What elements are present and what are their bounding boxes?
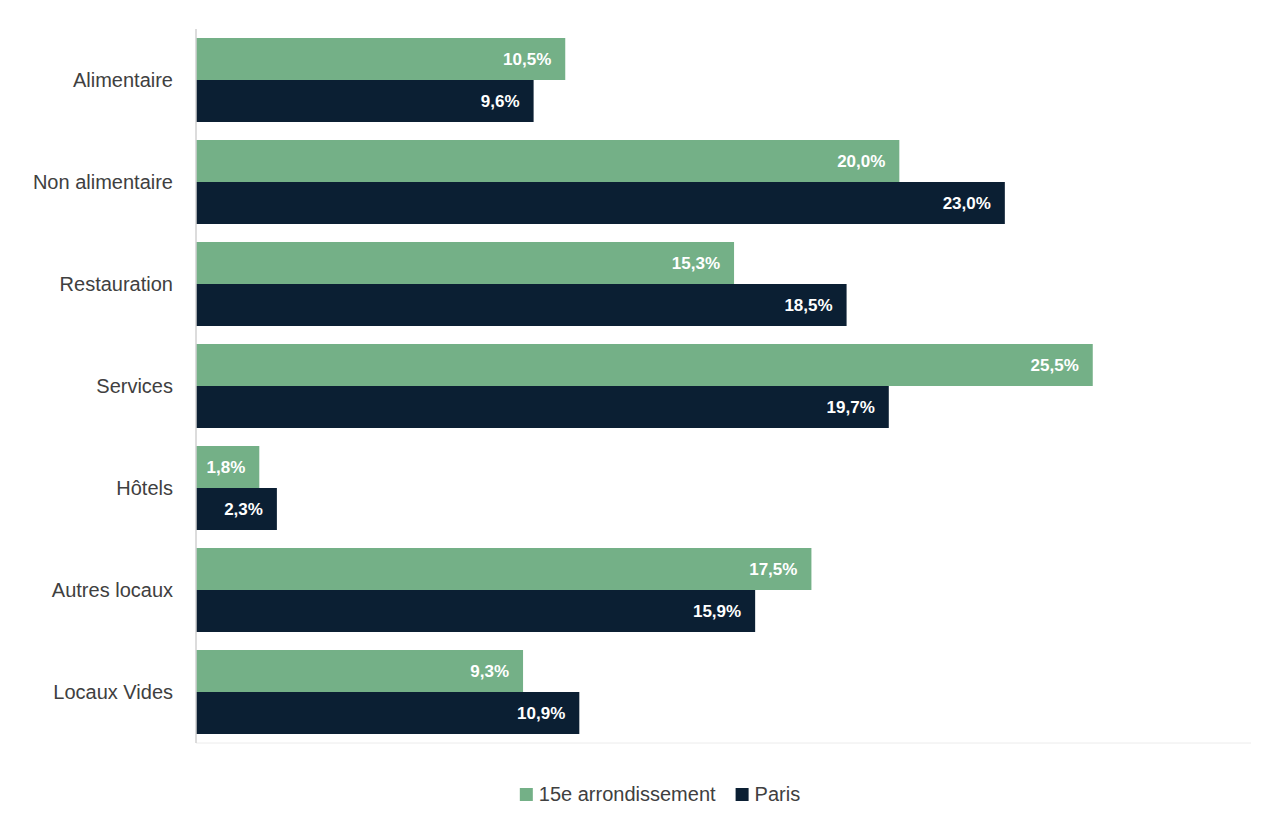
bar bbox=[196, 182, 1005, 224]
bar bbox=[196, 548, 811, 590]
data-label: 9,3% bbox=[470, 662, 509, 681]
data-label: 23,0% bbox=[943, 194, 991, 213]
data-label: 1,8% bbox=[207, 458, 246, 477]
bar bbox=[196, 488, 277, 530]
data-label: 2,3% bbox=[224, 500, 263, 519]
bar bbox=[196, 590, 755, 632]
bar bbox=[196, 80, 534, 122]
bars bbox=[196, 38, 1093, 734]
category-label: Services bbox=[96, 375, 173, 397]
data-label: 25,5% bbox=[1031, 356, 1079, 375]
legend: 15e arrondissement Paris bbox=[520, 783, 800, 805]
legend-label: 15e arrondissement bbox=[539, 783, 716, 805]
bar bbox=[196, 386, 889, 428]
category-label: Alimentaire bbox=[73, 69, 173, 91]
category-label: Restauration bbox=[60, 273, 173, 295]
bar bbox=[196, 692, 579, 734]
data-label: 15,3% bbox=[672, 254, 720, 273]
data-label: 10,5% bbox=[503, 50, 551, 69]
data-label: 17,5% bbox=[749, 560, 797, 579]
bar bbox=[196, 242, 734, 284]
data-label: 18,5% bbox=[784, 296, 832, 315]
category-label: Hôtels bbox=[116, 477, 173, 499]
bar bbox=[196, 140, 899, 182]
category-label: Locaux Vides bbox=[53, 681, 173, 703]
legend-swatch bbox=[520, 788, 533, 801]
bar bbox=[196, 344, 1093, 386]
x-axis-line bbox=[196, 743, 1251, 744]
y-axis-line bbox=[195, 29, 197, 743]
data-label: 10,9% bbox=[517, 704, 565, 723]
legend-label: Paris bbox=[755, 783, 801, 805]
data-label: 19,7% bbox=[827, 398, 875, 417]
bar bbox=[196, 38, 565, 80]
data-label: 15,9% bbox=[693, 602, 741, 621]
legend-swatch bbox=[736, 788, 749, 801]
bar bbox=[196, 446, 259, 488]
data-label: 20,0% bbox=[837, 152, 885, 171]
chart-svg: 10,5% 9,6% 20,0% 23,0% 15,3% 18,5% 25,5% 19,7% 1… bbox=[0, 0, 1280, 834]
data-labels: 10,5% 9,6% 20,0% 23,0% 15,3% 18,5% 25,5% 19,7% 1… bbox=[207, 50, 1079, 723]
bar bbox=[196, 284, 847, 326]
category-label: Autres locaux bbox=[52, 579, 173, 601]
chart-container: 10,5% 9,6% 20,0% 23,0% 15,3% 18,5% 25,5% 19,7% 1… bbox=[0, 0, 1280, 834]
bar bbox=[196, 650, 523, 692]
data-label: 9,6% bbox=[481, 92, 520, 111]
category-label: Non alimentaire bbox=[33, 171, 173, 193]
